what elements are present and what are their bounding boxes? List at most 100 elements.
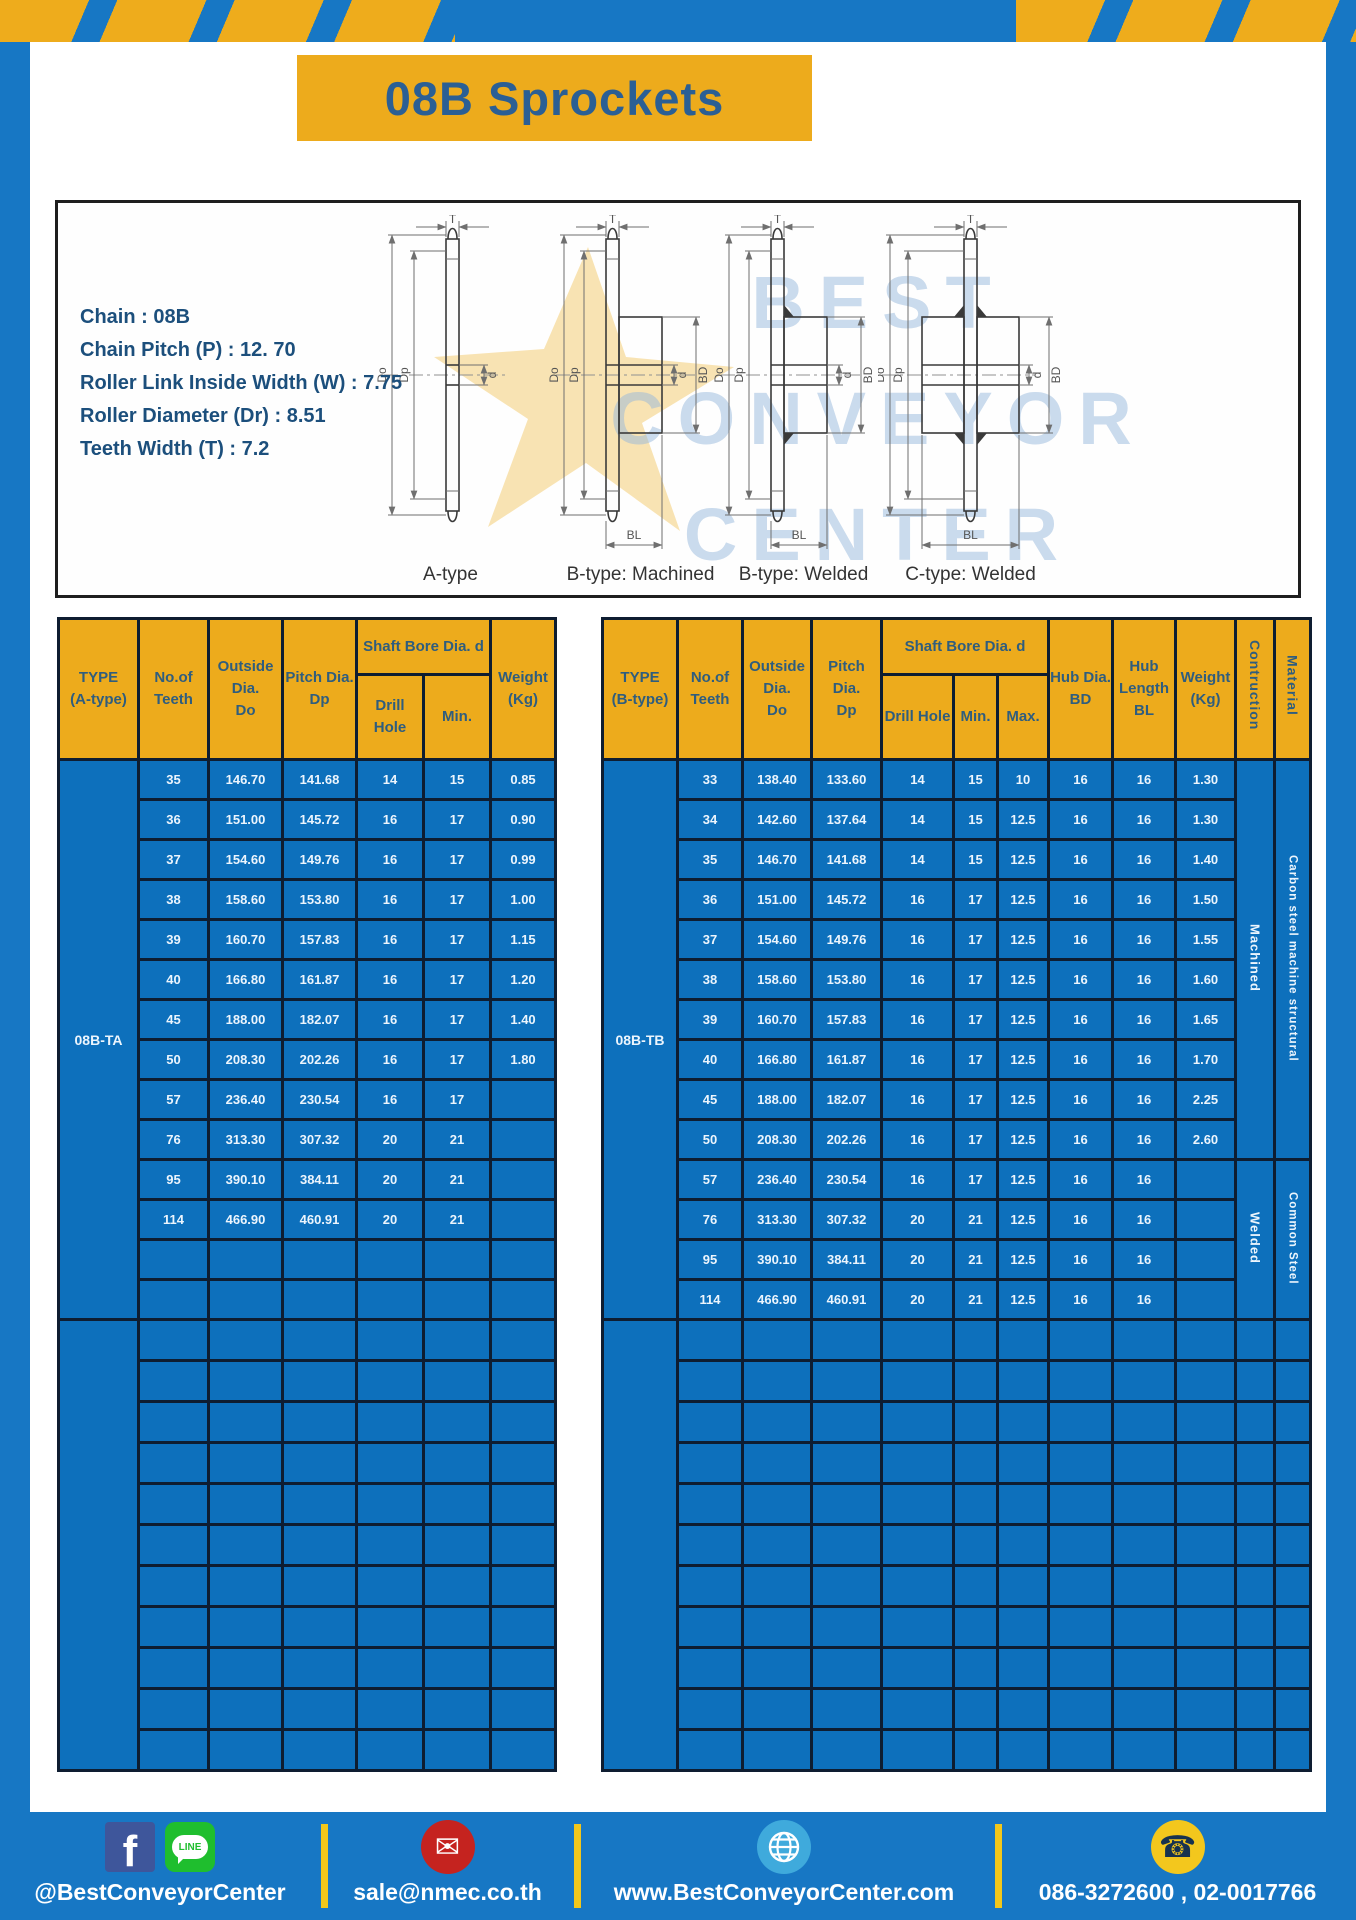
watermark-line: CENTER	[683, 493, 1073, 576]
empty-cell	[880, 1318, 955, 1362]
data-cell: 2.25	[1174, 1078, 1238, 1121]
empty-cell	[281, 1564, 358, 1608]
table-row: 45 188.00 182.07 16 17 12.5 16 16 2.25	[603, 1078, 1311, 1121]
data-cell: 16	[880, 958, 955, 1001]
data-cell: 114	[137, 1198, 210, 1241]
empty-cell	[1273, 1687, 1313, 1731]
data-cell: 12.5	[995, 878, 1051, 921]
data-cell: 145.72	[281, 798, 358, 841]
svg-text:Dp: Dp	[397, 367, 411, 383]
table-row	[603, 1687, 1313, 1731]
empty-cell	[1174, 1359, 1238, 1403]
svg-text:Dp: Dp	[567, 367, 581, 383]
data-cell: 1.65	[1174, 998, 1238, 1041]
data-cell: 16	[1111, 758, 1178, 801]
empty-cell	[1234, 1728, 1277, 1772]
table-row: 45 188.00 182.07 16 17 1.40	[59, 998, 558, 1041]
empty-cell	[676, 1441, 744, 1485]
data-cell: 12.5	[995, 1038, 1051, 1081]
website-url[interactable]: www.BestConveyorCenter.com	[613, 1879, 955, 1905]
data-cell: 202.26	[281, 1038, 358, 1081]
svg-text:T: T	[449, 215, 457, 226]
data-cell: 14	[880, 758, 955, 801]
data-cell: 188.00	[741, 1078, 813, 1121]
data-cell: 313.30	[741, 1198, 813, 1241]
empty-cell	[281, 1278, 358, 1321]
col-construction: Contruction	[1234, 617, 1277, 761]
data-cell: 36	[676, 878, 744, 921]
empty-cell	[1234, 1359, 1277, 1403]
col-outside-dia: Outside Dia. Do	[741, 617, 813, 761]
table-row: 57 236.40 230.54 16 17 12.5 16 16 Welded Common S…	[603, 1158, 1313, 1321]
data-cell: 0.85	[489, 758, 558, 801]
empty-cell	[1273, 1318, 1313, 1362]
globe-icon[interactable]	[757, 1820, 811, 1874]
data-cell: 21	[952, 1198, 999, 1241]
empty-cell	[1174, 1605, 1238, 1649]
data-cell: 1.15	[489, 918, 558, 961]
email-address[interactable]: sale@nmec.co.th	[353, 1879, 542, 1905]
line-icon[interactable]: LINE	[165, 1822, 215, 1872]
empty-cell	[355, 1359, 425, 1403]
data-cell: 137.64	[810, 798, 883, 841]
data-cell: 1.20	[489, 958, 558, 1001]
empty-cell	[880, 1441, 955, 1485]
spec-teeth-width: Teeth Width (T) : 7.2	[80, 438, 270, 460]
data-cell: 149.76	[281, 838, 358, 881]
empty-cell	[207, 1564, 284, 1608]
empty-cell	[137, 1278, 210, 1321]
empty-cell	[421, 1441, 493, 1485]
data-cell: 16	[1111, 838, 1178, 881]
empty-cell	[207, 1359, 284, 1403]
facebook-icon[interactable]: f	[105, 1822, 155, 1873]
table-row	[59, 1400, 558, 1444]
empty-cell	[676, 1400, 744, 1444]
data-cell: 12.5	[995, 1278, 1051, 1321]
data-cell: 16	[1047, 1038, 1115, 1081]
col-pitch-dia: Pitch Dia. Dp	[810, 617, 883, 761]
social-handle[interactable]: @BestConveyorCenter	[34, 1879, 286, 1905]
empty-cell	[1174, 1318, 1238, 1362]
empty-cell	[1234, 1605, 1277, 1649]
data-cell: 16	[355, 1038, 425, 1081]
data-cell: 16	[880, 998, 955, 1041]
empty-cell	[137, 1318, 210, 1362]
empty-cell	[741, 1318, 813, 1362]
empty-cell	[1111, 1564, 1178, 1608]
data-cell: 39	[137, 918, 210, 961]
empty-cell	[880, 1482, 955, 1526]
data-cell: 1.70	[1174, 1038, 1238, 1081]
table-row	[59, 1359, 558, 1403]
empty-cell	[1047, 1564, 1115, 1608]
email-icon[interactable]: ✉	[420, 1820, 475, 1874]
data-cell: 16	[1111, 1078, 1178, 1121]
phone-icon[interactable]: ☎	[1150, 1820, 1205, 1874]
empty-cell	[741, 1441, 813, 1485]
data-cell: 35	[676, 838, 744, 881]
empty-cell	[1111, 1482, 1178, 1526]
data-cell: 10	[995, 758, 1051, 801]
data-cell: 45	[137, 998, 210, 1041]
empty-cell	[1273, 1605, 1313, 1649]
table-row	[603, 1646, 1313, 1690]
table-row	[601, 1318, 1313, 1772]
empty-cell	[489, 1318, 558, 1362]
data-cell: 57	[676, 1158, 744, 1201]
empty-cell	[137, 1646, 210, 1690]
empty-cell	[281, 1482, 358, 1526]
data-cell: 16	[1111, 1278, 1178, 1321]
data-cell: 12.5	[995, 1158, 1051, 1201]
phone-numbers[interactable]: 086-3272600 , 02-0017766	[1038, 1879, 1317, 1905]
svg-text:T: T	[774, 215, 782, 226]
empty-cell	[421, 1687, 493, 1731]
diagram-caption: B-type: Welded	[738, 564, 869, 585]
svg-text:d: d	[840, 372, 854, 379]
empty-cell	[207, 1318, 284, 1362]
empty-cell	[880, 1359, 955, 1403]
svg-text:Do: Do	[878, 367, 887, 383]
empty-cell	[741, 1400, 813, 1444]
table-row: 95 390.10 384.11 20 21	[59, 1158, 558, 1201]
